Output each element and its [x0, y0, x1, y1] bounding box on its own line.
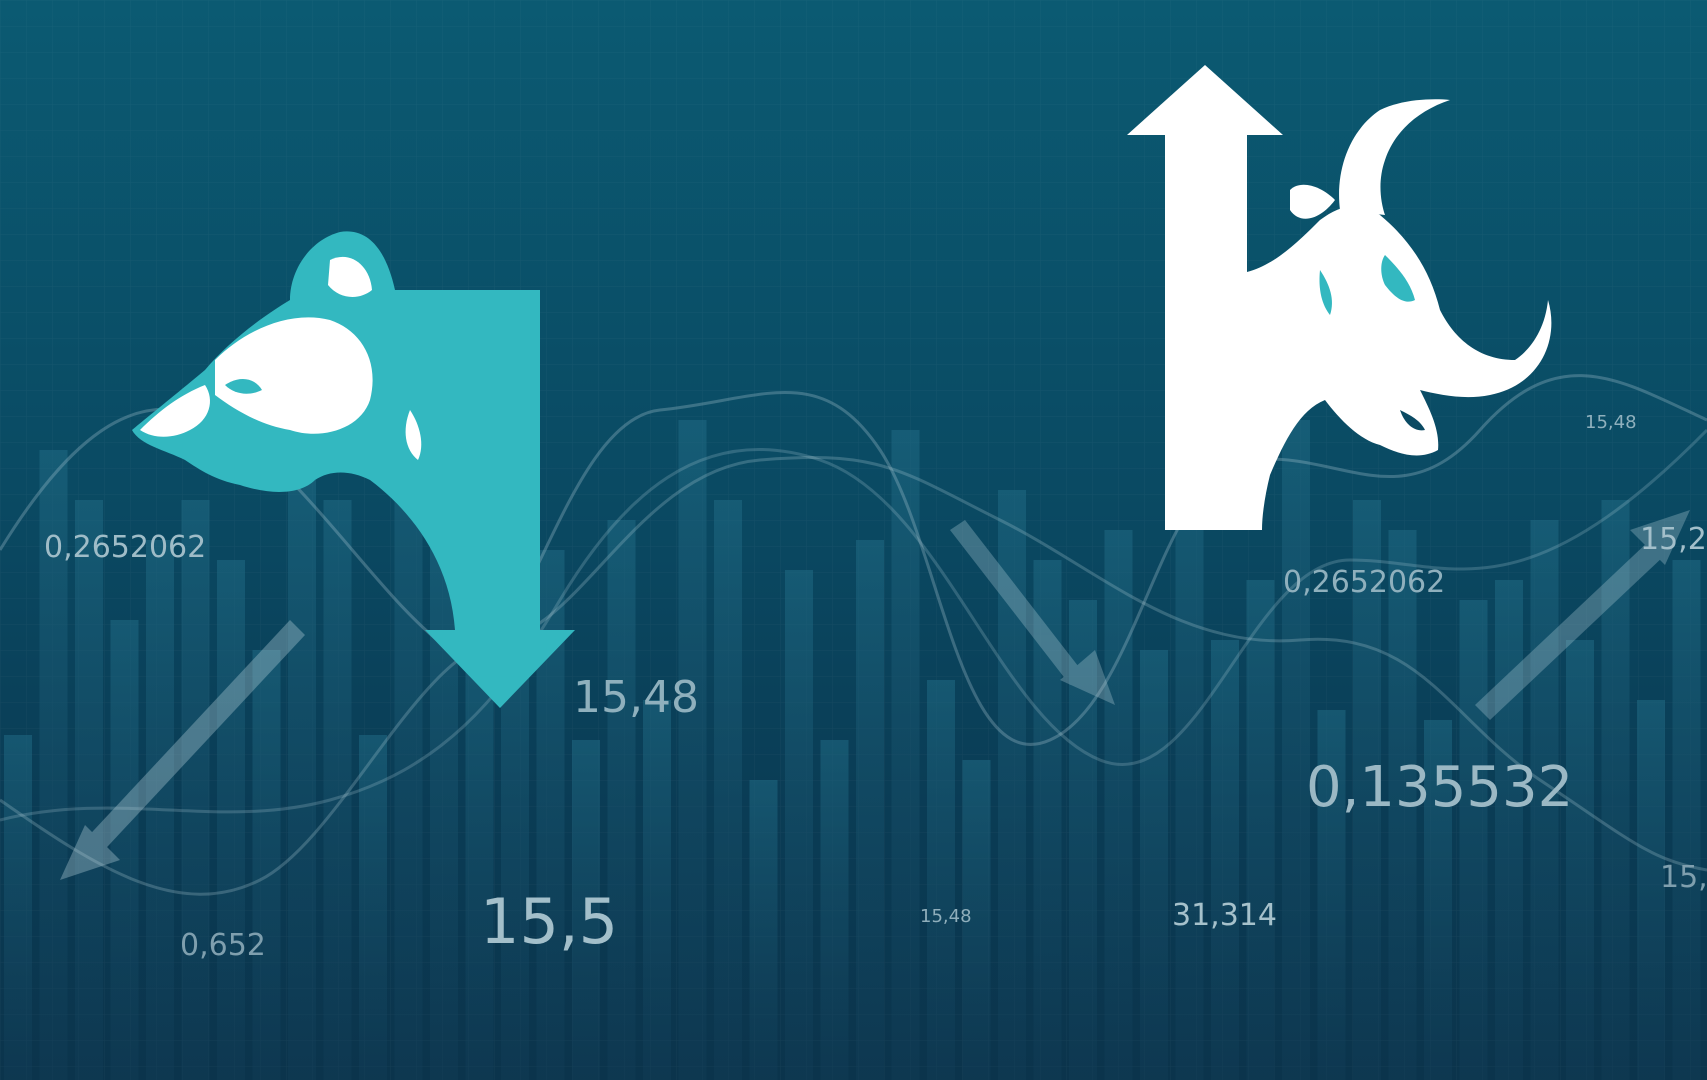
background-bar: [891, 430, 920, 1080]
chart-value-label: 15,2: [1660, 860, 1707, 895]
background-bar: [181, 500, 210, 1080]
bear-down-arrow-icon: [132, 231, 575, 708]
chart-value-label: 15,48: [1585, 412, 1637, 433]
wave-line: [0, 374, 1707, 746]
background-bar: [1140, 650, 1168, 1080]
bar-series: [4, 420, 1701, 1080]
background-bar: [1282, 420, 1310, 1080]
background-bar: [643, 700, 671, 1080]
up-trend-arrow-icon: [1475, 510, 1690, 720]
background-bar: [4, 735, 32, 1080]
background-bar: [39, 450, 68, 1080]
bull-up-arrow-icon: [1127, 65, 1552, 530]
background-bar: [430, 530, 458, 1080]
chart-value-label: 15,5: [480, 885, 619, 958]
background-bar: [1459, 600, 1488, 1080]
background-bar: [607, 520, 636, 1080]
chart-value-label: 15,48: [920, 906, 972, 927]
wave-line: [0, 428, 1707, 822]
background-bar: [927, 680, 955, 1080]
background-bar: [1637, 700, 1665, 1080]
background-bar: [1424, 720, 1452, 1080]
background-bar: [785, 570, 813, 1080]
background-bar: [323, 500, 352, 1080]
background-bar: [75, 500, 103, 1080]
background-bar: [1530, 520, 1559, 1080]
background-bar: [394, 430, 423, 1080]
background-bar: [1353, 500, 1381, 1080]
background-bar: [217, 560, 245, 1080]
background-bar: [1601, 500, 1630, 1080]
background-bar: [678, 420, 707, 1080]
background-bar: [1033, 560, 1062, 1080]
background-bar: [572, 740, 600, 1080]
background-bar: [749, 780, 778, 1080]
background-bar: [1495, 580, 1523, 1080]
background-bar: [1672, 560, 1701, 1080]
chart-value-label: 0,2652062: [44, 530, 207, 565]
background-bar: [465, 650, 494, 1080]
chart-value-label: 31,314: [1172, 898, 1277, 933]
background-bar: [856, 540, 884, 1080]
background-bar: [359, 735, 387, 1080]
background-bar: [110, 620, 139, 1080]
chart-value-label: 0,135532: [1306, 755, 1574, 820]
down-trend-arrow-icon: [60, 620, 305, 880]
down-trend-arrow-icon: [950, 520, 1115, 705]
background-bar: [1175, 460, 1204, 1080]
background-bar: [288, 480, 316, 1080]
background-bar: [146, 540, 174, 1080]
background-bar: [1388, 530, 1417, 1080]
background-bar: [252, 650, 281, 1080]
background-bar: [998, 490, 1026, 1080]
background-bar: [714, 500, 742, 1080]
background-bar: [1246, 580, 1275, 1080]
background-bar: [820, 740, 849, 1080]
background-bar: [1069, 600, 1097, 1080]
wave-line: [0, 456, 1707, 896]
chart-value-label: 0,2652062: [1283, 565, 1446, 600]
chart-value-label: 0,652: [180, 928, 266, 963]
background-bar: [1211, 640, 1239, 1080]
background-bar: [1104, 530, 1133, 1080]
chart-value-label: 15,48: [573, 672, 699, 723]
background-bar: [1317, 710, 1346, 1080]
chart-value-label: 15,21: [1640, 522, 1707, 557]
background-bar: [1566, 640, 1594, 1080]
background-bar: [962, 760, 991, 1080]
